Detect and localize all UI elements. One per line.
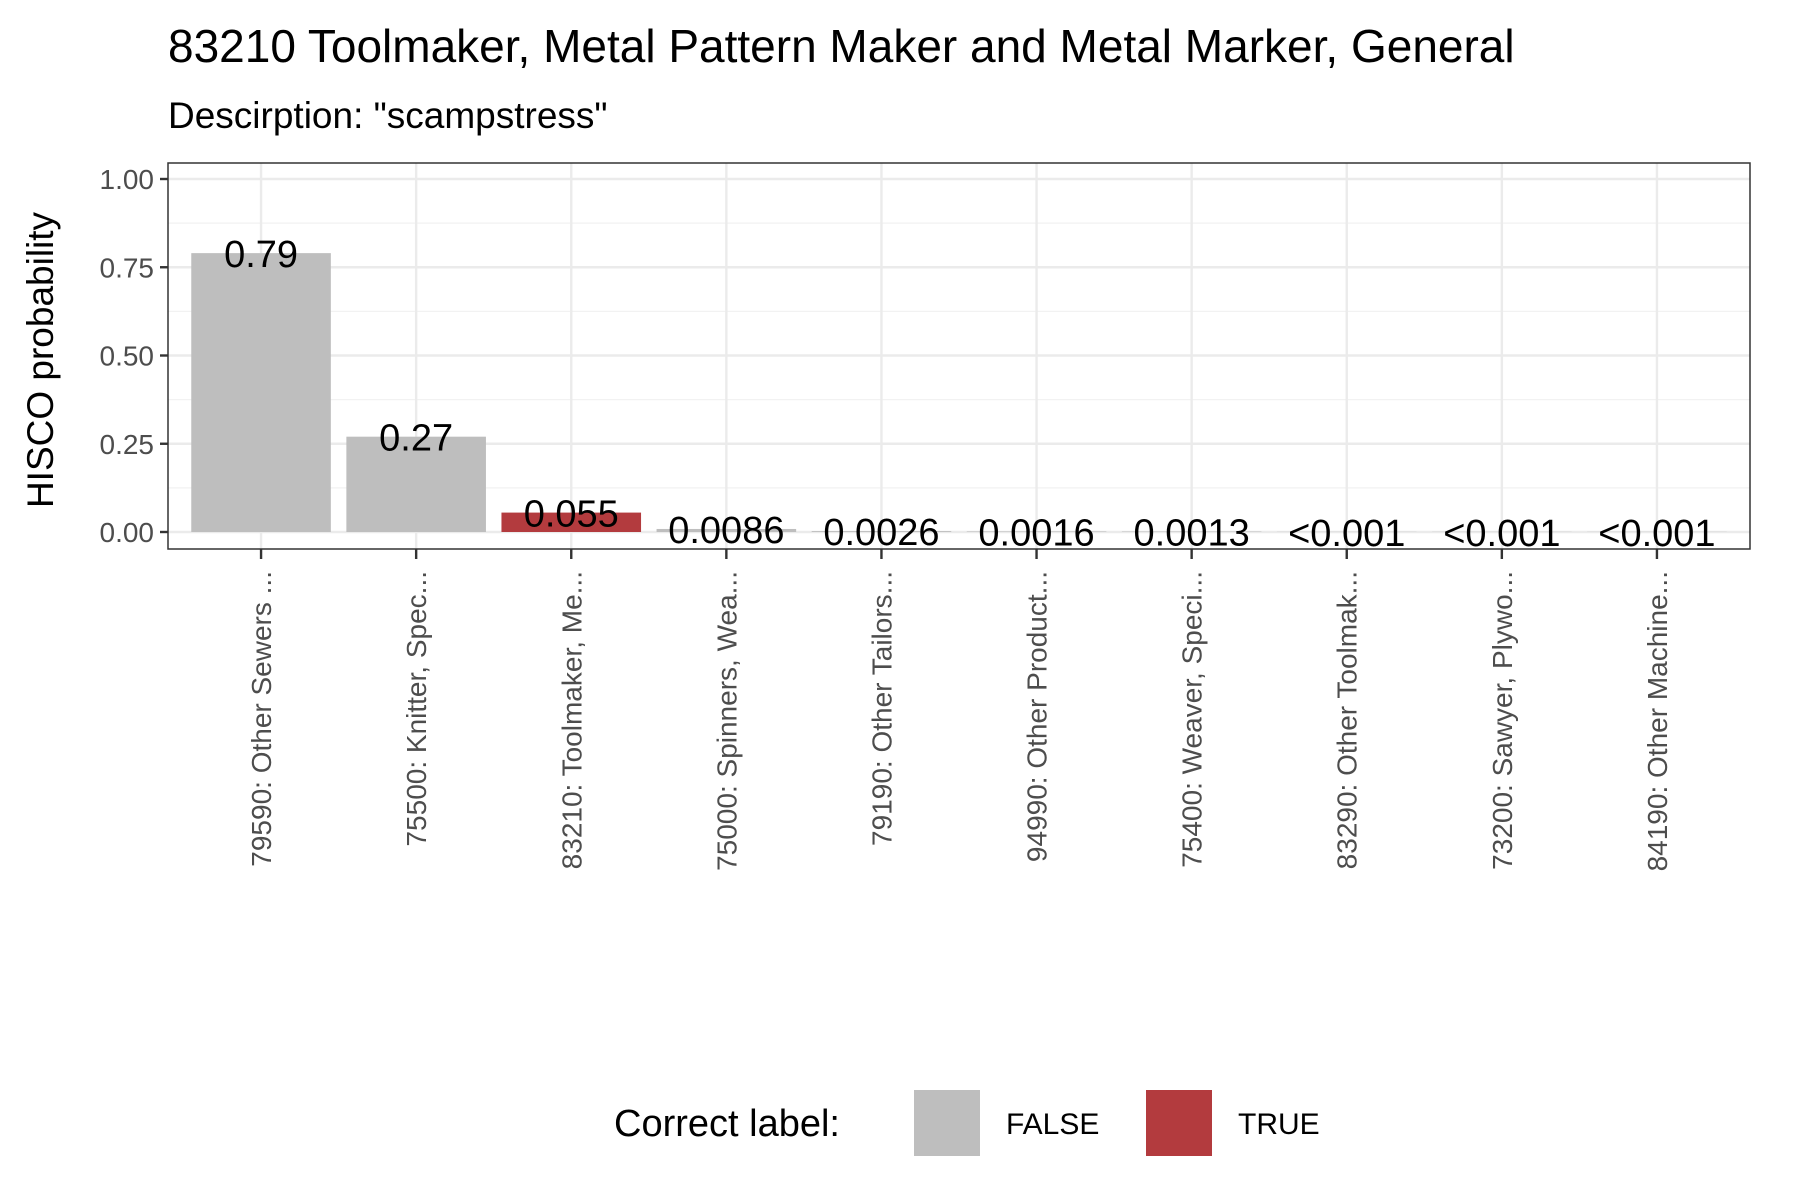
x-tick-label: 75500: Knitter, Spec... [401, 571, 432, 847]
x-tick-label: 75000: Spinners, Wea... [711, 571, 742, 871]
legend-swatch-true [1146, 1090, 1212, 1156]
bar [501, 512, 642, 532]
x-tick-label: 73200: Sawyer, Plywo... [1487, 571, 1518, 870]
y-tick-label: 0.50 [100, 341, 155, 372]
legend-swatch-false [914, 1090, 980, 1156]
data-labels: 0.79 0.27 0.055 0.0086 0.0026 0.0016 0.0013 <0.… [224, 234, 1716, 555]
bar [656, 528, 797, 532]
y-axis-label: HISCO probability [20, 211, 61, 508]
legend-label-true: TRUE [1238, 1108, 1320, 1141]
x-tick-label: 75400: Weaver, Speci... [1177, 571, 1208, 868]
chart-title: 83210 Toolmaker, Metal Pattern Maker and… [168, 20, 1515, 72]
bar [191, 253, 331, 532]
bar [966, 531, 1107, 532]
y-tick-label: 0.00 [100, 517, 155, 548]
chart-subtitle: Descirption: "scampstress" [168, 95, 608, 136]
legend: Correct label: FALSE TRUE [614, 1090, 1320, 1156]
bars [191, 253, 1727, 532]
data-label: 0.27 [379, 418, 453, 460]
data-label: 0.0026 [823, 512, 939, 554]
data-label: 0.0013 [1134, 513, 1250, 555]
data-label: 0.055 [524, 494, 619, 536]
legend-title: Correct label: [614, 1103, 840, 1145]
bar [346, 436, 486, 532]
x-tick-label: 83290: Other Toolmak... [1332, 571, 1363, 869]
data-label: 0.0086 [668, 510, 784, 552]
data-label: 0.79 [224, 234, 298, 276]
y-tick-label: 1.00 [100, 164, 155, 195]
data-label: <0.001 [1443, 513, 1560, 555]
x-axis: 79590: Other Sewers ... 75500: Knitter, S… [246, 549, 1673, 871]
x-tick-label: 83210: Toolmaker, Me... [556, 571, 587, 869]
x-tick-label: 79590: Other Sewers ... [246, 571, 277, 867]
legend-label-false: FALSE [1006, 1108, 1099, 1141]
data-label: <0.001 [1288, 513, 1405, 555]
y-tick-label: 0.25 [100, 429, 155, 460]
x-tick-label: 84190: Other Machine... [1642, 571, 1673, 871]
y-tick-label: 0.75 [100, 252, 155, 283]
data-label: 0.0016 [978, 512, 1094, 554]
bar [811, 531, 952, 532]
y-axis: 0.00 0.25 0.50 0.75 1.00 [100, 164, 168, 548]
x-tick-label: 94990: Other Product... [1022, 571, 1053, 862]
x-tick-label: 79190: Other Tailors... [866, 571, 897, 846]
data-label: <0.001 [1598, 513, 1715, 555]
